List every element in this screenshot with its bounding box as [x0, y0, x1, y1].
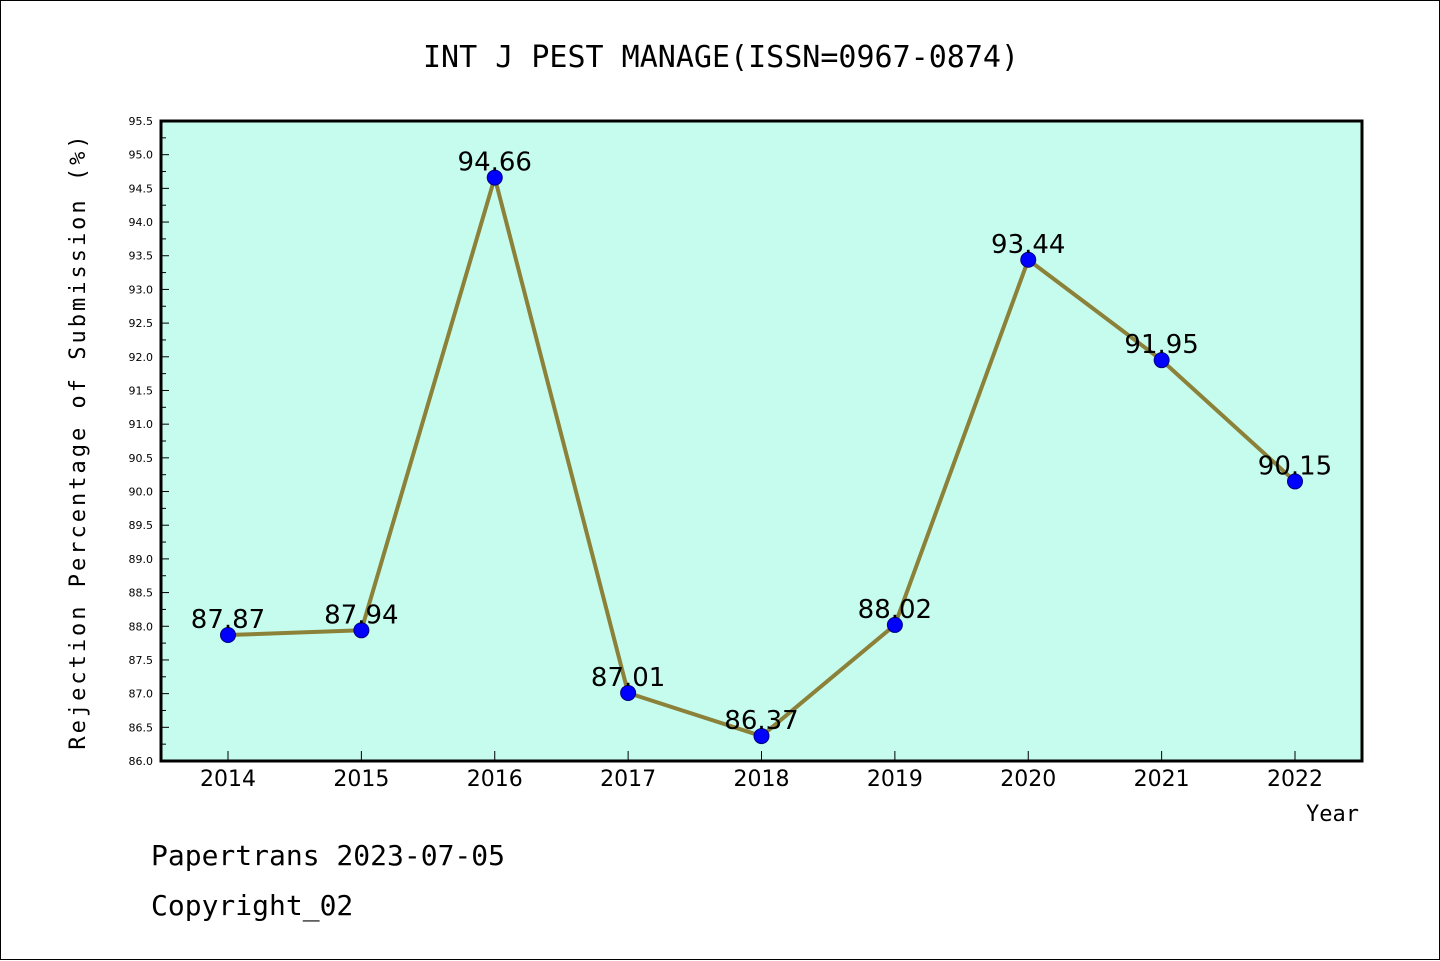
footer-date: Papertrans 2023-07-05	[151, 839, 505, 872]
data-point	[1020, 251, 1037, 268]
y-tick-label: 92.0	[129, 351, 154, 364]
y-tick-label: 87.0	[129, 688, 154, 701]
y-tick-label: 88.5	[129, 587, 154, 600]
y-tick-label: 89.5	[129, 519, 154, 532]
y-tick-label: 90.0	[129, 486, 154, 499]
y-tick-label: 92.5	[129, 317, 154, 330]
data-point	[1153, 352, 1170, 369]
data-point	[220, 627, 236, 644]
data-point	[753, 728, 770, 745]
y-tick-label: 91.0	[129, 418, 154, 431]
x-tick-label: 2015	[333, 767, 389, 792]
x-axis: 2014 2015 2016 2017 2018 2019 2020 2021 2022	[200, 751, 1323, 792]
y-axis-label: Rejection Percentage of Submission (%)	[66, 132, 91, 749]
y-tick-label: 86.5	[129, 721, 154, 734]
y-axis: 86.0 86.5 87.0 87.5 88.0 88.5 89.0 89.5 90.0 90.5…	[129, 115, 169, 768]
data-label: 87.94	[324, 600, 398, 630]
data-points-group	[220, 169, 1303, 745]
x-axis-label: Year	[1306, 802, 1359, 827]
y-tick-label: 93.5	[129, 250, 154, 263]
data-label: 87.01	[591, 663, 665, 693]
data-label: 90.15	[1258, 451, 1332, 481]
data-label: 93.44	[991, 230, 1065, 260]
x-tick-label: 2019	[867, 767, 923, 792]
y-tick-label: 90.5	[129, 452, 154, 465]
y-tick-label: 87.5	[129, 654, 154, 667]
x-tick-label: 2020	[1000, 767, 1056, 792]
y-tick-label: 89.0	[129, 553, 154, 566]
plot-area	[161, 121, 1362, 761]
chart-title: INT J PEST MANAGE(ISSN=0967-0874)	[423, 40, 1019, 75]
x-tick-label: 2018	[734, 767, 790, 792]
data-label: 86.37	[724, 706, 798, 736]
x-tick-label: 2021	[1134, 767, 1190, 792]
data-point	[886, 616, 903, 633]
data-point	[353, 622, 370, 639]
data-point	[620, 684, 637, 701]
y-tick-label: 95.0	[129, 149, 154, 162]
data-label: 87.87	[191, 605, 265, 635]
footer-copyright: Copyright_02	[151, 889, 353, 923]
data-label: 94.66	[458, 148, 532, 178]
data-label: 88.02	[858, 595, 932, 625]
y-tick-label: 95.5	[129, 115, 154, 128]
y-tick-label: 94.0	[129, 216, 154, 229]
plot-border	[159, 119, 1364, 763]
x-tick-label: 2017	[600, 767, 656, 792]
y-tick-label: 88.0	[129, 620, 154, 633]
x-tick-label: 2022	[1267, 767, 1323, 792]
x-tick-label: 2016	[467, 767, 523, 792]
data-labels-group: 87.87 87.94 94.66 87.01 86.37 88.02 93.44 91.95…	[191, 148, 1332, 736]
y-tick-label: 94.5	[129, 182, 154, 195]
y-tick-label: 93.0	[129, 283, 154, 296]
data-label: 91.95	[1124, 330, 1198, 360]
y-tick-label: 91.5	[129, 384, 154, 397]
x-tick-label: 2014	[200, 767, 256, 792]
data-point	[486, 169, 503, 186]
y-tick-label: 86.0	[129, 755, 154, 768]
data-point	[1287, 473, 1303, 490]
